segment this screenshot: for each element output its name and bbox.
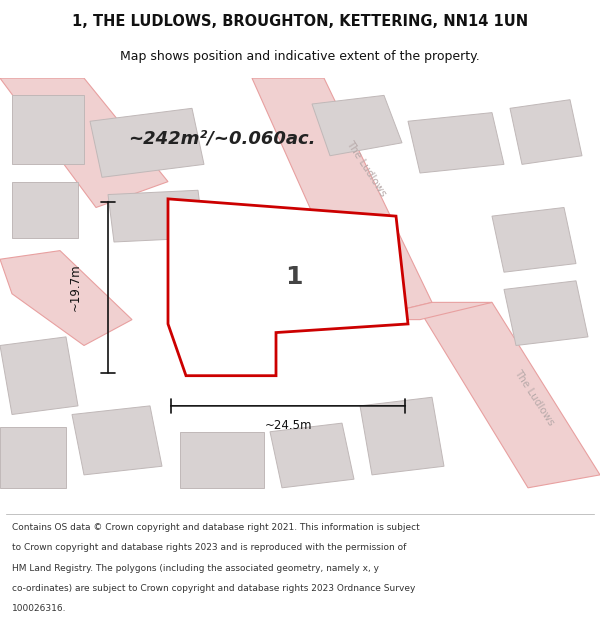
Polygon shape	[72, 406, 162, 475]
Polygon shape	[360, 398, 444, 475]
Polygon shape	[180, 432, 264, 488]
Text: ~242m²/~0.060ac.: ~242m²/~0.060ac.	[128, 129, 316, 148]
Polygon shape	[0, 78, 168, 208]
Polygon shape	[252, 78, 432, 319]
Polygon shape	[0, 337, 78, 414]
Text: Map shows position and indicative extent of the property.: Map shows position and indicative extent…	[120, 50, 480, 62]
Text: Contains OS data © Crown copyright and database right 2021. This information is : Contains OS data © Crown copyright and d…	[12, 523, 420, 532]
Polygon shape	[492, 208, 576, 272]
Text: 1, THE LUDLOWS, BROUGHTON, KETTERING, NN14 1UN: 1, THE LUDLOWS, BROUGHTON, KETTERING, NN…	[72, 14, 528, 29]
Polygon shape	[12, 96, 84, 164]
Polygon shape	[408, 112, 504, 173]
Text: to Crown copyright and database rights 2023 and is reproduced with the permissio: to Crown copyright and database rights 2…	[12, 544, 406, 552]
Text: HM Land Registry. The polygons (including the associated geometry, namely x, y: HM Land Registry. The polygons (includin…	[12, 564, 379, 572]
Polygon shape	[0, 428, 66, 488]
Text: The Ludlows: The Ludlows	[512, 368, 556, 427]
Polygon shape	[270, 423, 354, 488]
Text: ~24.5m: ~24.5m	[264, 419, 312, 432]
Text: The Ludlows: The Ludlows	[344, 139, 388, 199]
Polygon shape	[420, 302, 600, 488]
Polygon shape	[360, 302, 492, 319]
Text: co-ordinates) are subject to Crown copyright and database rights 2023 Ordnance S: co-ordinates) are subject to Crown copyr…	[12, 584, 415, 593]
Text: ~19.7m: ~19.7m	[68, 264, 82, 311]
Text: 100026316.: 100026316.	[12, 604, 67, 613]
Polygon shape	[0, 251, 132, 346]
Polygon shape	[510, 99, 582, 164]
Polygon shape	[504, 281, 588, 346]
Polygon shape	[12, 182, 78, 238]
Text: 1: 1	[285, 264, 303, 289]
Polygon shape	[90, 108, 204, 177]
Polygon shape	[108, 190, 204, 242]
Polygon shape	[312, 96, 402, 156]
Polygon shape	[168, 199, 408, 376]
